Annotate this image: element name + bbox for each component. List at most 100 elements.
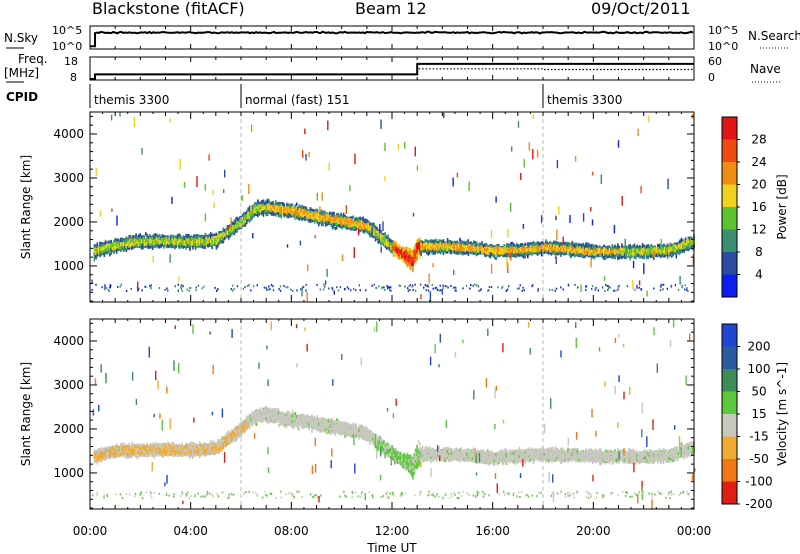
range-cell: [189, 241, 191, 244]
range-cell: [236, 225, 238, 228]
range-cell: [181, 242, 183, 245]
range-cell: [220, 233, 222, 236]
range-cell: [246, 210, 248, 213]
date-title: 09/Oct/2011: [591, 0, 691, 18]
nsearch-label: N.Search: [748, 29, 800, 43]
range-cell: [133, 237, 135, 240]
range-cell: [149, 234, 151, 237]
range-cell: [153, 242, 155, 245]
range-cell: [109, 244, 111, 247]
cpid-segment-label: themis 3300: [94, 93, 169, 107]
range-cell: [97, 243, 99, 246]
range-cell: [211, 237, 213, 240]
range-cell: [142, 243, 144, 246]
range-cell: [234, 226, 236, 229]
range-cell: [159, 246, 161, 249]
range-cell: [195, 244, 197, 247]
range-cell: [218, 235, 220, 238]
range-cell: [123, 242, 125, 245]
range-cell: [189, 244, 191, 247]
range-cell: [232, 222, 234, 225]
range-cell: [144, 243, 146, 246]
range-cell: [203, 236, 205, 239]
range-cell: [205, 239, 207, 242]
range-cell: [242, 214, 244, 217]
range-cell: [160, 236, 162, 239]
range-cell: [187, 245, 189, 248]
range-cell: [180, 234, 182, 237]
range-cell: [104, 254, 106, 257]
range-cell: [239, 223, 241, 226]
range-cell: [252, 209, 254, 212]
range-cell: [231, 228, 233, 231]
range-cell: [220, 237, 222, 240]
range-cell: [218, 241, 220, 244]
range-cell: [112, 247, 114, 250]
range-cell: [171, 240, 173, 243]
range-cell: [119, 243, 121, 246]
range-cell: [152, 241, 154, 244]
range-cell: [106, 249, 108, 252]
range-cell: [242, 217, 244, 220]
freq-label: Freq.: [18, 52, 48, 66]
range-cell: [249, 220, 251, 223]
nsearch-tick-bottom: 10^0: [708, 40, 738, 53]
range-cell: [163, 245, 165, 248]
range-cell: [155, 240, 157, 243]
range-cell: [249, 213, 251, 216]
range-cell: [138, 234, 140, 237]
nsearch-tick-top: 10^5: [708, 24, 738, 37]
range-cell: [229, 232, 231, 235]
range-cell: [170, 241, 172, 244]
range-cell: [109, 248, 111, 251]
range-cell: [159, 237, 161, 240]
range-cell: [217, 245, 219, 248]
range-cell: [199, 242, 201, 245]
range-cell: [221, 240, 223, 243]
range-cell: [145, 232, 147, 235]
range-cell: [189, 237, 191, 240]
range-cell: [120, 242, 122, 245]
range-cell: [205, 235, 207, 238]
range-cell: [99, 252, 101, 255]
range-cell: [223, 238, 225, 241]
range-cell: [112, 243, 114, 246]
range-cell: [153, 236, 155, 239]
range-cell: [127, 239, 129, 242]
range-cell: [178, 244, 180, 247]
range-cell: [126, 238, 128, 241]
range-cell: [191, 242, 193, 245]
range-cell: [187, 241, 189, 244]
range-cell: [239, 219, 241, 222]
range-cell: [173, 241, 175, 244]
range-cell: [193, 235, 195, 238]
range-cell: [213, 236, 215, 239]
range-cell: [216, 236, 218, 239]
range-cell: [214, 239, 216, 242]
range-cell: [117, 245, 119, 248]
range-cell: [184, 242, 186, 245]
range-cell: [216, 242, 218, 245]
range-cell: [210, 240, 212, 243]
range-cell: [149, 240, 151, 243]
range-cell: [216, 245, 218, 248]
range-cell: [119, 240, 121, 243]
range-cell: [137, 237, 139, 240]
range-cell: [228, 235, 230, 238]
range-cell: [189, 248, 191, 251]
range-cell: [135, 233, 137, 236]
nave-series-line: [95, 69, 694, 74]
range-cell: [196, 243, 198, 246]
range-cell: [151, 240, 153, 243]
range-cell: [249, 209, 251, 212]
range-cell: [203, 243, 205, 246]
nave-label: Nave: [750, 62, 781, 76]
range-cell: [128, 240, 130, 243]
range-cell: [110, 248, 112, 251]
range-cell: [245, 224, 247, 227]
range-cell: [178, 241, 180, 244]
range-cell: [242, 220, 244, 223]
range-cell: [133, 240, 135, 243]
range-cell: [221, 233, 223, 236]
